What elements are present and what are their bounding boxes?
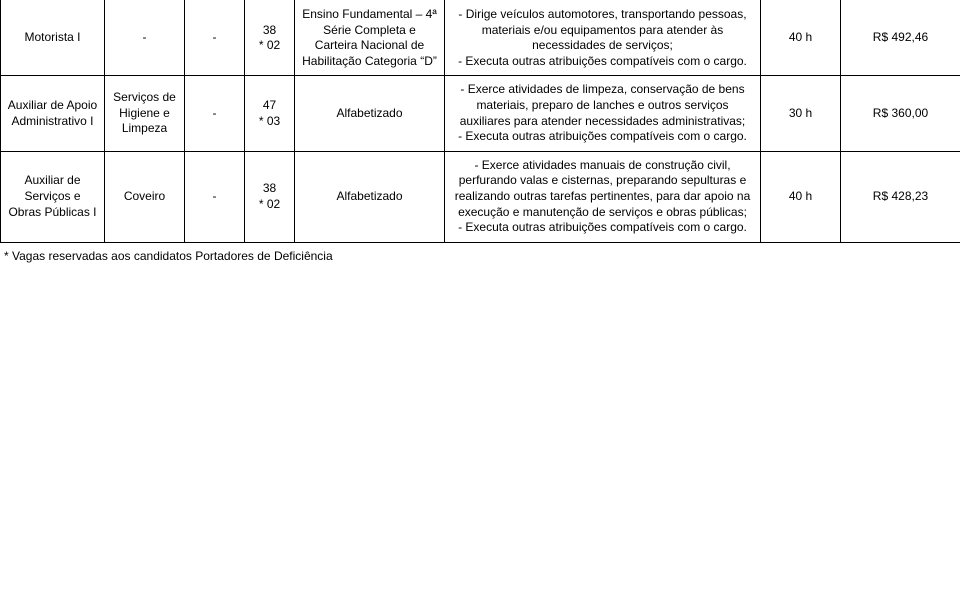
cell-cargo: Auxiliar de Serviços e Obras Públicas I <box>1 151 105 242</box>
cell-descricao: - Exerce atividades de limpeza, conserva… <box>445 76 761 151</box>
cell-area: - <box>105 1 185 76</box>
page-root: Motorista I - - 38* 02 Ensino Fundamenta… <box>0 0 960 263</box>
cell-salario: R$ 428,23 <box>841 151 960 242</box>
cell-descricao: - Dirige veículos automotores, transport… <box>445 1 761 76</box>
jobs-table: Motorista I - - 38* 02 Ensino Fundamenta… <box>0 0 960 243</box>
cell-requisito: Ensino Fundamental – 4ª Série Completa e… <box>295 1 445 76</box>
cell-descricao: - Exerce atividades manuais de construçã… <box>445 151 761 242</box>
table-row: Auxiliar de Apoio Administrativo I Servi… <box>1 76 960 151</box>
footnote: * Vagas reservadas aos candidatos Portad… <box>0 243 960 263</box>
cell-vagas: 38* 02 <box>245 151 295 242</box>
cell-salario: R$ 492,46 <box>841 1 960 76</box>
cell-salario: R$ 360,00 <box>841 76 960 151</box>
cell-area: Serviços de Higiene e Limpeza <box>105 76 185 151</box>
cell-cargo: Motorista I <box>1 1 105 76</box>
cell-carga: 30 h <box>761 76 841 151</box>
cell-carga: 40 h <box>761 1 841 76</box>
table-row: Auxiliar de Serviços e Obras Públicas I … <box>1 151 960 242</box>
cell-cargo: Auxiliar de Apoio Administrativo I <box>1 76 105 151</box>
cell-area2: - <box>185 1 245 76</box>
cell-vagas: 38* 02 <box>245 1 295 76</box>
cell-area2: - <box>185 76 245 151</box>
cell-area2: - <box>185 151 245 242</box>
cell-carga: 40 h <box>761 151 841 242</box>
cell-vagas: 47* 03 <box>245 76 295 151</box>
cell-area: Coveiro <box>105 151 185 242</box>
table-row: Motorista I - - 38* 02 Ensino Fundamenta… <box>1 1 960 76</box>
table-body: Motorista I - - 38* 02 Ensino Fundamenta… <box>1 1 960 243</box>
cell-requisito: Alfabetizado <box>295 151 445 242</box>
cell-requisito: Alfabetizado <box>295 76 445 151</box>
